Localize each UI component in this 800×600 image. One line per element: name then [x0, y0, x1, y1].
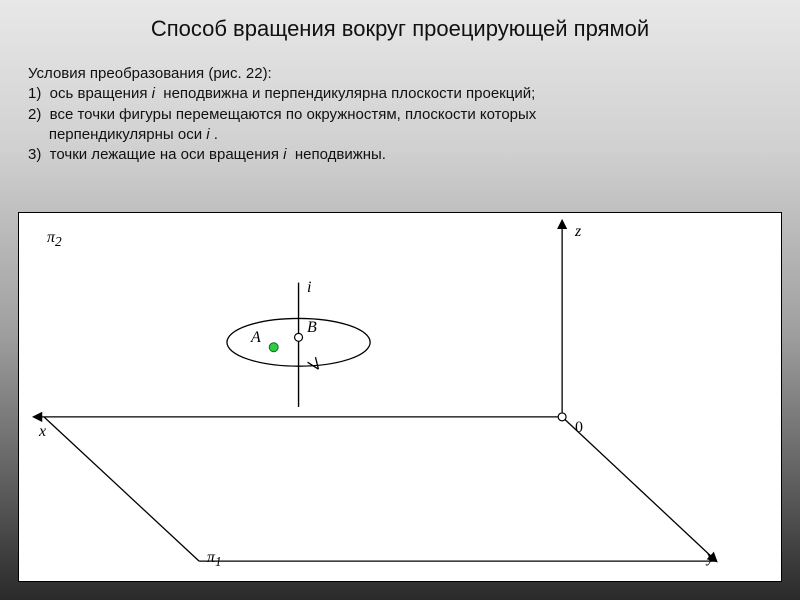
conditions-header: Условия преобразования (рис. 22):: [28, 64, 780, 84]
label-b: B: [307, 319, 317, 337]
label-x: x: [39, 423, 46, 441]
label-origin: 0: [575, 419, 583, 437]
point-a: [269, 343, 278, 352]
page-title: Способ вращения вокруг проецирующей прям…: [20, 16, 780, 42]
axis-y: [562, 417, 716, 561]
condition-1: 1) ось вращения i неподвижна и перпендик…: [28, 84, 780, 104]
label-pi1-sub: 1: [215, 554, 222, 569]
cond3-b: неподвижны.: [287, 146, 386, 163]
label-pi2-sub: 2: [55, 234, 62, 249]
point-b: [295, 333, 303, 341]
label-i: i: [307, 279, 311, 297]
cond1-a: 1) ось вращения: [28, 85, 152, 102]
cond2-c: .: [210, 126, 218, 143]
cond2-b: перпендикулярны оси: [28, 126, 206, 143]
condition-3: 3) точки лежащие на оси вращения i непод…: [28, 145, 780, 165]
label-pi1: π1: [207, 549, 222, 570]
conditions-block: Условия преобразования (рис. 22): 1) ось…: [28, 64, 780, 165]
label-a: A: [251, 329, 261, 347]
label-z: z: [575, 223, 581, 241]
label-pi1-sym: π: [207, 549, 215, 566]
plane-pi1-edge-left: [44, 417, 199, 561]
cond3-a: 3) точки лежащие на оси вращения: [28, 146, 283, 163]
label-pi2: π2: [47, 229, 62, 250]
condition-2-line2: перпендикулярны оси i .: [28, 125, 780, 145]
diagram-frame: π2 π1 z x y 0 i A B: [18, 212, 782, 582]
origin-point: [558, 413, 566, 421]
label-pi2-sym: π: [47, 229, 55, 246]
cond1-b: неподвижна и перпендикулярна плоскости п…: [155, 85, 535, 102]
condition-2-line1: 2) все точки фигуры перемещаются по окру…: [28, 105, 780, 125]
diagram-svg: [19, 213, 781, 581]
label-y: y: [707, 549, 714, 567]
